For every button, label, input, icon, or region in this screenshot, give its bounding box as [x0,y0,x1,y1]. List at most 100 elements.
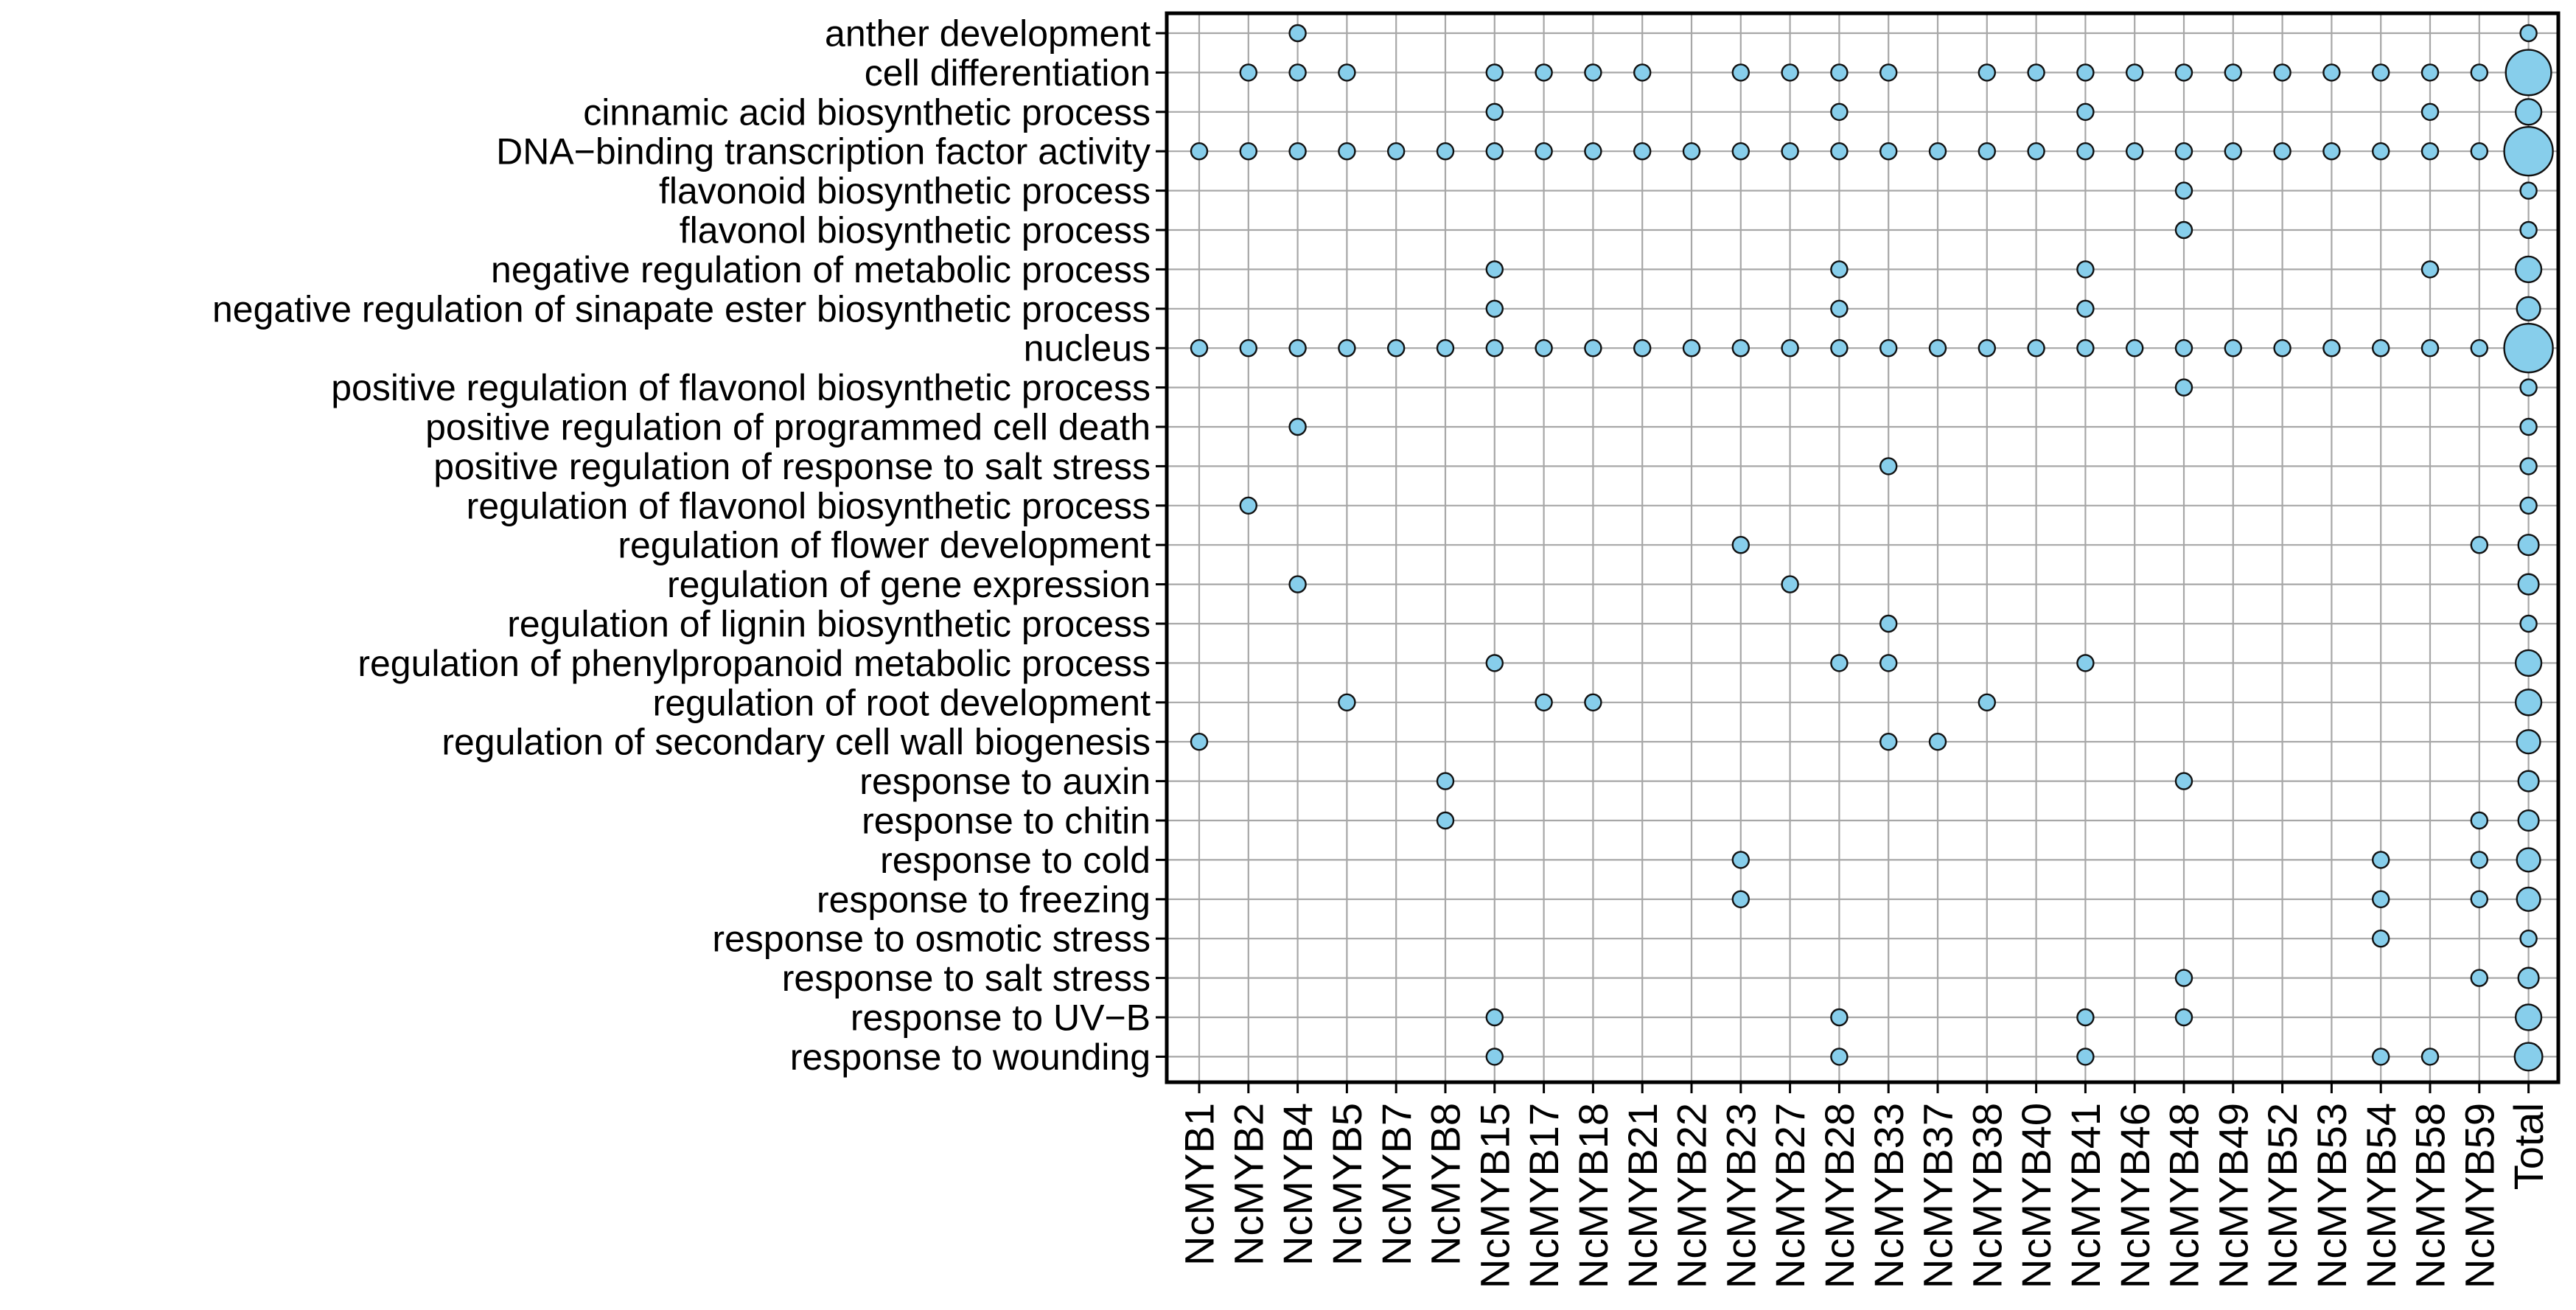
bubble [2371,63,2390,82]
bubble [1731,890,1751,909]
bubble [1830,142,1849,161]
bubble [2420,142,2440,161]
y-axis-label: response to auxin [859,761,1151,802]
bubble [1731,142,1751,161]
x-axis-label: NcMYB49 [2210,1103,2256,1289]
bubble [2076,142,2095,161]
x-axis-label: NcMYB38 [1964,1103,2010,1289]
bubble [1436,142,1455,161]
bubble [1830,63,1849,82]
bubble [2125,63,2144,82]
bubble [1633,63,1652,82]
bubble [2371,890,2390,909]
bubble [1485,260,1504,279]
bubble [1584,142,1602,161]
bubble [2076,339,2095,358]
bubble-total [2516,847,2541,873]
bubble [1239,339,1258,358]
bubble [1928,339,1947,358]
bubble-total [2517,966,2540,989]
bubble [1485,102,1504,122]
x-axis-label: NcMYB41 [2062,1103,2109,1289]
y-axis-label: response to wounding [790,1036,1151,1078]
bubble [1190,339,1209,358]
bubble [2322,63,2341,82]
bubble [2174,142,2193,161]
bubble [2470,851,2489,869]
bubble [2076,654,2095,672]
bubble [1830,102,1849,122]
bubble [1436,811,1455,830]
bubble [1288,63,1307,82]
x-axis-label: NcMYB5 [1324,1103,1370,1266]
bubble-total [2514,649,2543,677]
x-axis-label: NcMYB15 [1471,1103,1518,1289]
y-axis-label: DNA−binding transcription factor activit… [496,131,1151,173]
bubble [1731,339,1751,358]
y-axis-label: regulation of lignin biosynthetic proces… [507,604,1151,645]
x-axis-label: NcMYB7 [1373,1103,1420,1266]
y-axis-label: anther development [825,13,1151,55]
bubble-total [2517,770,2540,792]
x-axis-label: NcMYB58 [2407,1103,2454,1289]
x-axis-label: NcMYB46 [2112,1103,2158,1289]
bubble [1485,1048,1504,1066]
bubble-total [2519,220,2538,240]
bubble [1436,772,1455,790]
bubble [2076,260,2095,279]
x-axis-label: NcMYB59 [2456,1103,2502,1289]
bubble [2224,142,2243,161]
x-axis-label: Total [2505,1103,2552,1190]
bubble [2470,890,2489,909]
bubble [2420,1048,2440,1066]
bubble-total [2516,296,2541,321]
x-axis-label: NcMYB33 [1865,1103,1912,1289]
bubble-total [2516,729,2541,755]
bubble [1535,142,1553,161]
x-axis-label: NcMYB2 [1225,1103,1271,1266]
bubble [1485,1008,1504,1027]
bubble [2470,969,2489,987]
bubble-total [2519,929,2538,948]
y-axis-label: regulation of flavonol biosynthetic proc… [467,485,1151,526]
bubble-total [2514,98,2543,126]
bubble [2076,299,2095,318]
bubble [2174,220,2193,240]
x-axis-label: NcMYB28 [1816,1103,1863,1289]
bubble [1288,339,1307,358]
bubble [1978,142,1997,161]
y-axis-label: flavonoid biosynthetic process [659,170,1151,212]
y-axis-label: regulation of flower development [618,525,1151,566]
bubble [2174,181,2193,200]
bubble [1879,614,1898,633]
x-axis-label: NcMYB48 [2161,1103,2207,1289]
bubble [2174,1008,2193,1027]
y-axis-label: regulation of secondary cell wall biogen… [441,722,1151,763]
bubble [1485,339,1504,358]
bubble-total [2517,573,2540,596]
x-axis-label: NcMYB52 [2259,1103,2306,1289]
y-axis-label: cinnamic acid biosynthetic process [583,91,1151,133]
bubble [1830,339,1849,358]
bubble [1731,63,1751,82]
bubbles [1190,24,2554,1072]
bubble [2027,63,2045,82]
bubble [1338,339,1356,358]
bubble [1830,299,1849,318]
bubble [2076,63,2095,82]
bubble-total [2519,181,2538,200]
bubble [1485,299,1504,318]
bubble [2027,339,2045,358]
bubble [2076,1008,2095,1027]
bubble [1485,63,1504,82]
bubble [2174,339,2193,358]
y-axis-label: negative regulation of metabolic process [491,249,1151,290]
y-axis-label: response to salt stress [782,958,1151,999]
y-axis-label: positive regulation of programmed cell d… [425,407,1151,448]
bubble [1584,339,1602,358]
bubble-total [2519,24,2538,43]
bubble [2224,339,2243,358]
bubble [1682,142,1701,161]
